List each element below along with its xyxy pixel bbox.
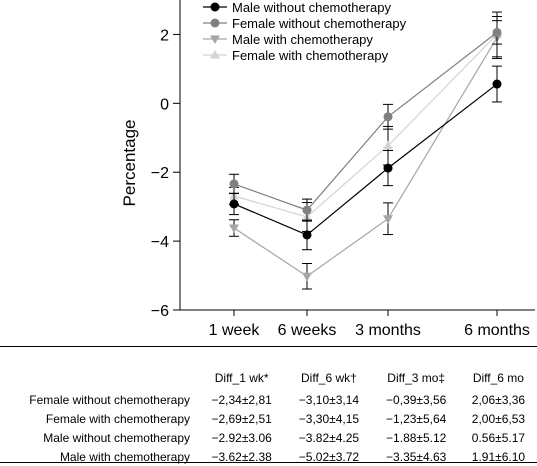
data-point xyxy=(229,224,239,234)
data-point xyxy=(302,230,312,240)
line-chart: −6 −4 −2 0 2 1 week 6 weeks 3 months 6 months Ma… xyxy=(120,0,535,339)
x-tick-label: 6 weeks xyxy=(278,322,337,339)
legend-item: Male without chemotherapy xyxy=(203,0,391,15)
series-0 xyxy=(229,65,502,251)
data-point xyxy=(492,79,502,89)
table-row: Male without chemotherapy −2.92±3.06 −3.… xyxy=(0,428,537,447)
data-point xyxy=(383,112,393,122)
y-tick-label: 2 xyxy=(160,27,169,44)
column-header: Diff_6 mo xyxy=(472,370,524,385)
y-axis-label: Percentage xyxy=(120,120,139,207)
column-header: Diff_6 wk† xyxy=(301,370,357,385)
y-tick-label: 0 xyxy=(160,96,169,113)
series-line xyxy=(233,37,498,277)
table-cell: −1,23±5,64 xyxy=(386,411,447,426)
table-cell: −3,30±4,15 xyxy=(298,411,360,426)
y-tick-label: −4 xyxy=(151,234,169,251)
table-cell: −2.92±3.06 xyxy=(211,430,272,445)
table-cell: −2,69±2,51 xyxy=(211,411,272,426)
summary-table: Diff_1 wk* Diff_6 wk† Diff_3 mo‡ Diff_6 … xyxy=(0,365,537,466)
series-line xyxy=(233,31,498,211)
legend-swatch-marker xyxy=(210,2,220,12)
legend-item: Female without chemotherapy xyxy=(203,16,407,31)
data-point xyxy=(383,140,393,150)
row-label: Female with chemotherapy xyxy=(45,411,190,426)
data-point xyxy=(383,163,393,173)
legend-swatch-marker xyxy=(210,35,220,44)
row-label: Male without chemotherapy xyxy=(43,430,190,445)
data-point xyxy=(302,272,312,282)
legend-item: Male with chemotherapy xyxy=(203,32,373,47)
table-row: Male with chemotherapy −3.62±2.38 −5.02±… xyxy=(0,447,537,466)
y-tick-label: −2 xyxy=(151,165,169,182)
chart-axes: −6 −4 −2 0 2 1 week 6 weeks 3 months 6 months xyxy=(151,0,535,339)
table-cell: −3.35±4.63 xyxy=(386,449,447,464)
data-point xyxy=(229,179,239,189)
table-cell: −3.82±4.25 xyxy=(298,430,360,445)
legend-swatch-marker xyxy=(210,50,220,59)
legend-swatch-marker xyxy=(210,18,220,28)
row-label: Female without chemotherapy xyxy=(29,392,190,407)
table-row: Female with chemotherapy −2,69±2,51 −3,3… xyxy=(0,409,537,428)
data-point xyxy=(383,215,393,224)
chart-series-layer xyxy=(229,11,502,290)
legend-item: Female with chemotherapy xyxy=(203,48,389,63)
table-cell: −5.02±3.72 xyxy=(298,449,360,464)
table-corner xyxy=(0,365,198,390)
data-point xyxy=(229,199,239,209)
table-cell: −2,34±2,81 xyxy=(211,392,272,407)
table-cell: 0.56±5.17 xyxy=(471,430,526,445)
legend-label: Male without chemotherapy xyxy=(232,0,391,15)
x-tick-label: 3 months xyxy=(355,322,421,339)
series-1 xyxy=(229,20,502,222)
x-tick-label: 6 months xyxy=(464,322,530,339)
table-cell: −0,39±3,56 xyxy=(386,392,447,407)
series-line xyxy=(233,34,498,218)
table-cell: −1.88±5.12 xyxy=(386,430,447,445)
column-header: Diff_3 mo‡ xyxy=(387,370,446,385)
y-tick-label: −6 xyxy=(151,303,169,320)
table-cell: 1.91±6.10 xyxy=(471,449,526,464)
table-row: Female without chemotherapy −2,34±2,81 −… xyxy=(0,390,537,409)
series-line xyxy=(233,83,498,236)
legend-label: Female with chemotherapy xyxy=(232,48,389,63)
legend-label: Male with chemotherapy xyxy=(232,32,373,47)
data-point xyxy=(302,205,312,215)
table-cell: 2,00±6,53 xyxy=(471,411,526,426)
table-cell: −3.62±2.38 xyxy=(211,449,272,464)
table-header-row: Diff_1 wk* Diff_6 wk† Diff_3 mo‡ Diff_6 … xyxy=(0,365,537,390)
table-top-rule xyxy=(0,346,537,347)
row-label: Male with chemotherapy xyxy=(59,449,190,464)
data-point xyxy=(492,27,502,37)
legend-label: Female without chemotherapy xyxy=(232,16,407,31)
table-cell: 2,06±3,36 xyxy=(471,392,526,407)
column-header: Diff_1 wk* xyxy=(214,370,269,385)
x-tick-label: 1 week xyxy=(209,322,261,339)
table-cell: −3,10±3,14 xyxy=(298,392,360,407)
